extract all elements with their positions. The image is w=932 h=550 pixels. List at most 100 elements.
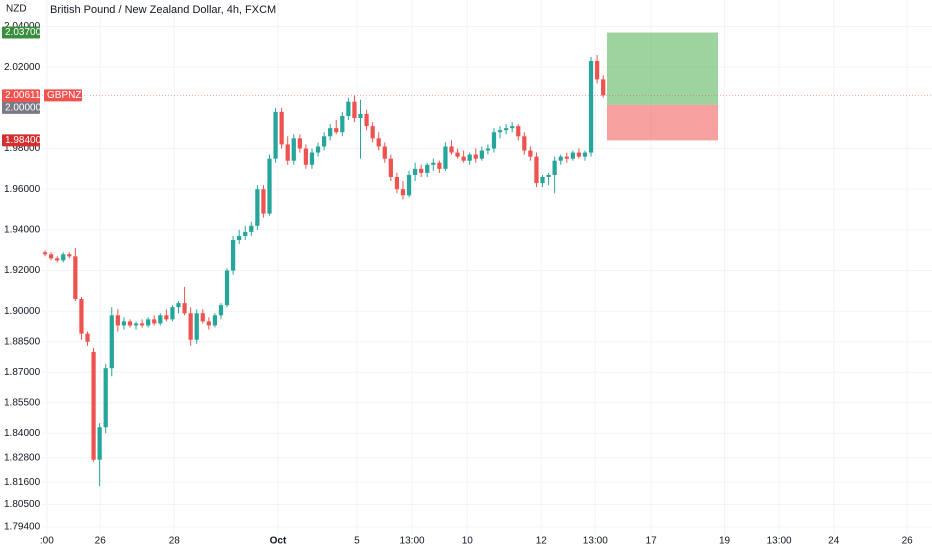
candle-body xyxy=(67,254,72,257)
candle-body xyxy=(127,321,133,326)
candle-body xyxy=(449,146,454,153)
price-label: 2.00611 xyxy=(5,90,41,101)
candle-body xyxy=(552,160,557,175)
candle-body xyxy=(358,113,363,118)
candle-body xyxy=(309,152,315,165)
candle-body xyxy=(376,138,381,147)
candle-body xyxy=(443,146,448,169)
candle-body xyxy=(425,164,430,173)
chart-title: British Pound / New Zealand Dollar, 4h, … xyxy=(50,4,276,16)
candle-body xyxy=(255,189,260,226)
symbol-box xyxy=(44,89,82,102)
candle-body xyxy=(194,313,199,340)
y-tick-label: 1.90000 xyxy=(4,306,41,317)
candle-body xyxy=(152,319,157,324)
y-tick-label: 1.96000 xyxy=(4,184,41,195)
y-tick-label: 1.87000 xyxy=(4,367,41,378)
y-tick-label: 1.94000 xyxy=(4,225,41,236)
candle-body xyxy=(485,148,491,151)
candle-body xyxy=(522,136,527,151)
candle-body xyxy=(237,235,242,241)
y-tick-label: 1.82800 xyxy=(4,452,41,463)
candle-body xyxy=(182,303,187,314)
x-tick-label: 13:00 xyxy=(400,536,425,547)
candle-body xyxy=(261,189,266,214)
candle-body xyxy=(546,174,551,177)
candle-body xyxy=(352,101,357,118)
candle-body xyxy=(206,321,211,326)
y-tick-label: 1.81600 xyxy=(4,477,41,488)
y-tick-label: 1.98000 xyxy=(4,143,41,154)
candle-body xyxy=(473,154,478,159)
candle-body xyxy=(85,333,90,342)
price-label: 2.03700 xyxy=(5,27,42,38)
x-tick-label: 13:00 xyxy=(767,536,792,547)
candle-body xyxy=(164,315,169,320)
candle-body xyxy=(528,150,533,157)
candle-body xyxy=(437,162,442,169)
candle-body xyxy=(121,321,127,326)
candle-body xyxy=(334,128,339,133)
candle-body xyxy=(109,315,114,369)
profit-zone xyxy=(607,32,718,105)
x-tick-label: Oct xyxy=(270,536,287,547)
candle-body xyxy=(55,258,60,261)
candle-body xyxy=(73,256,78,300)
candle-body xyxy=(479,150,484,159)
x-tick-label: 12 xyxy=(536,536,548,547)
candle-body xyxy=(503,128,509,131)
candle-body xyxy=(582,152,588,157)
candle-body xyxy=(400,189,406,196)
candle-body xyxy=(133,323,139,326)
candle-body xyxy=(388,158,393,177)
x-tick-label: 26 xyxy=(902,536,914,547)
candle-body xyxy=(340,115,345,133)
candle-body xyxy=(540,176,545,184)
x-tick-label: :00 xyxy=(40,536,54,547)
x-tick-label: 5 xyxy=(354,536,360,547)
price-label: 1.98400 xyxy=(5,135,42,146)
candle-body xyxy=(412,168,418,175)
candle-body xyxy=(364,113,369,127)
candle-body xyxy=(218,305,224,316)
x-tick-label: 28 xyxy=(169,536,181,547)
y-tick-label: 1.84000 xyxy=(4,428,41,439)
candle-body xyxy=(212,315,218,326)
y-tick-label: 2.02000 xyxy=(4,62,41,73)
candle-body xyxy=(455,152,460,157)
candle-body xyxy=(249,225,254,232)
candle-body xyxy=(382,146,387,159)
candle-body xyxy=(291,138,296,161)
candle-body xyxy=(224,270,230,306)
candle-body xyxy=(285,144,290,161)
candle-body xyxy=(601,79,606,96)
candle-body xyxy=(491,132,497,149)
y-tick-label: 1.79400 xyxy=(4,522,41,533)
loss-zone xyxy=(607,104,718,141)
candle-body xyxy=(510,126,515,129)
candle-body xyxy=(588,61,594,153)
candle-body xyxy=(279,111,284,145)
candle-body xyxy=(461,156,466,161)
candle-body xyxy=(230,240,236,271)
candle-body xyxy=(103,368,108,428)
x-tick-label: 19 xyxy=(719,536,731,547)
currency: NZD xyxy=(6,4,27,15)
y-tick-label: 1.92000 xyxy=(4,265,41,276)
candle-body xyxy=(370,126,375,139)
y-tick-label: 1.88500 xyxy=(4,336,41,347)
candle-body xyxy=(576,152,582,157)
x-tick-label: 26 xyxy=(95,536,107,547)
price-label-box xyxy=(2,134,40,147)
symbol-label: GBPNZD xyxy=(47,90,89,101)
candle-body xyxy=(394,176,400,190)
candle-body xyxy=(158,315,163,324)
candle-body xyxy=(297,138,302,149)
price-label-box xyxy=(2,101,40,114)
candle-body xyxy=(115,315,120,326)
candle-body xyxy=(200,313,205,322)
candle-body xyxy=(419,168,424,173)
candle-body xyxy=(594,61,600,80)
x-tick-label: 13:00 xyxy=(583,536,608,547)
